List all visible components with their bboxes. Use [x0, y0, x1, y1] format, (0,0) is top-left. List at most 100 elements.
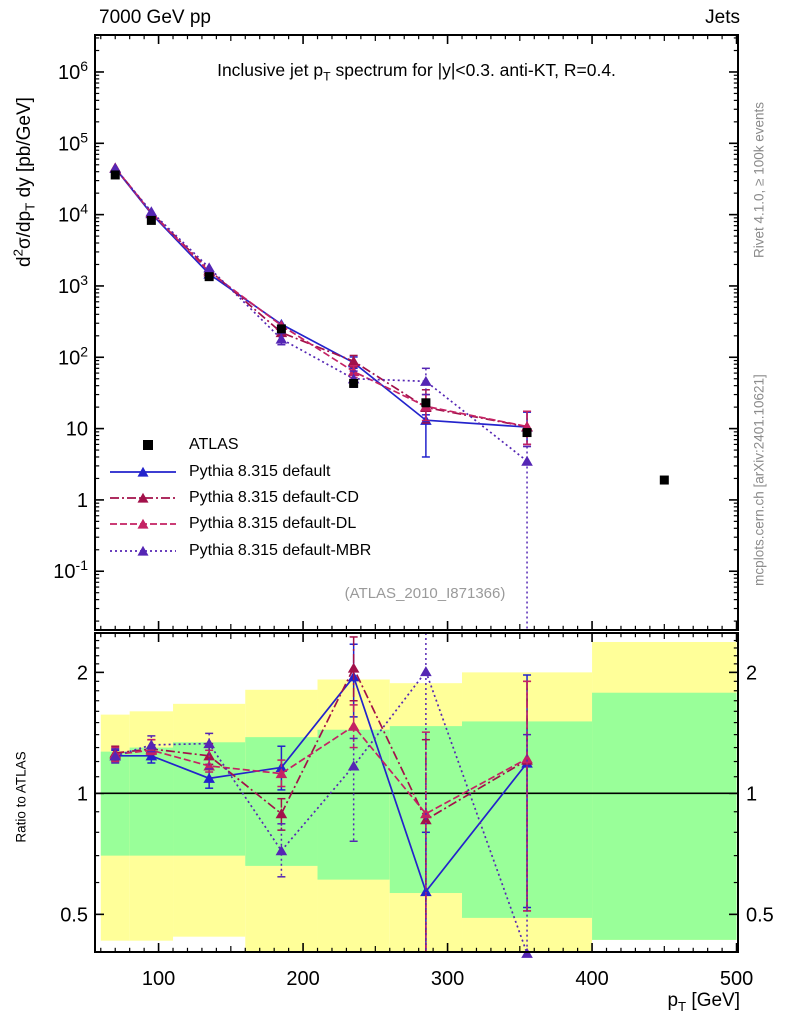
tick-exponent: 6 — [80, 58, 88, 74]
triangle-marker — [275, 768, 288, 779]
legend-triangle-marker — [137, 545, 149, 556]
legend-item-2: Pythia 8.315 default-CD — [108, 485, 371, 511]
green-band-bin — [592, 692, 737, 940]
green-band-bin — [129, 747, 174, 856]
legend-icon-canvas — [110, 492, 176, 503]
ratio-series-4 — [109, 633, 533, 958]
square-marker — [659, 475, 669, 485]
ylabel-part: dy [pb/GeV] — [13, 97, 35, 203]
main-series-line — [114, 167, 528, 428]
main-series-2 — [109, 162, 533, 446]
triangle-marker — [521, 455, 533, 466]
x-tick-label: 300 — [431, 968, 464, 990]
data-marker-icon — [108, 436, 180, 454]
ylabel-part: σ/dp — [13, 210, 35, 249]
triangle-marker — [145, 739, 158, 750]
main-series-3 — [109, 162, 533, 446]
legend-label: Pythia 8.315 default — [189, 462, 331, 480]
x-axis-label: pT [GeV] — [667, 990, 740, 1014]
x-tick-label: 400 — [575, 968, 608, 990]
main-series-1 — [109, 162, 533, 458]
beam-label: 7000 GeV pp — [99, 7, 211, 28]
square-marker — [110, 170, 120, 180]
legend-item-0: ATLAS — [108, 432, 371, 458]
triangle-marker — [420, 666, 432, 677]
series-style-icon — [108, 463, 180, 481]
plot-title-rest: spectrum for |y|<0.3. anti-KT, R=0.4. — [330, 60, 616, 80]
main-y-tick-label: 102 — [58, 343, 88, 369]
main-y-tick-label: 105 — [58, 129, 88, 155]
triangle-marker — [275, 808, 288, 819]
legend-icon-canvas — [110, 519, 176, 529]
triangle-marker — [420, 375, 432, 386]
reference-points-main — [110, 170, 669, 485]
ylabel-part: d — [13, 256, 35, 267]
ratio-panel-frame — [94, 632, 739, 953]
tick-exponent: 2 — [80, 343, 88, 359]
tick-exponent: 4 — [80, 201, 88, 217]
legend-triangle-marker — [137, 492, 149, 503]
main-panel-frame — [94, 34, 739, 631]
ylabel-exp: 2 — [10, 248, 26, 257]
main-series-clipped — [114, 167, 532, 446]
tick-mantissa: 10 — [58, 205, 80, 227]
ratio-y-tick-label-right: 1 — [746, 783, 757, 805]
main-y-tick-label: 106 — [58, 58, 88, 84]
legend-label: Pythia 8.315 default-DL — [189, 515, 357, 533]
series-style-icon — [108, 515, 180, 533]
tick-mantissa: 10 — [53, 561, 75, 583]
triangle-marker — [347, 760, 360, 771]
triangle-marker — [275, 333, 288, 344]
ratio-uncertainty-bands — [100, 642, 737, 952]
x-tick-label: 200 — [286, 968, 319, 990]
legend-square-marker — [143, 440, 153, 451]
main-y-tick-label: 103 — [58, 272, 88, 298]
main-series-line — [114, 167, 528, 462]
tick-mantissa: 10 — [58, 133, 80, 155]
legend-icon-canvas — [110, 545, 176, 556]
ratio-y-tick-label-left: 1 — [77, 783, 88, 805]
plot-title: Inclusive jet pT spectrum for |y|<0.3. a… — [95, 60, 738, 84]
square-marker — [349, 378, 359, 388]
legend: ATLAS Pythia 8.315 default Pythia 8.315 de… — [108, 432, 371, 564]
triangle-marker — [203, 772, 215, 783]
green-band-bin — [100, 751, 130, 856]
legend-label: Pythia 8.315 default-CD — [189, 488, 359, 506]
legend-icon-canvas — [110, 466, 176, 477]
square-marker — [276, 324, 286, 334]
ratio-y-tick-label-left: 0.5 — [60, 904, 88, 926]
main-series-line — [114, 167, 528, 428]
triangle-marker — [521, 753, 533, 764]
triangle-marker — [203, 738, 215, 749]
legend-item-3: Pythia 8.315 default-DL — [108, 511, 371, 537]
x-tick-label: 100 — [142, 968, 175, 990]
legend-label: ATLAS — [189, 436, 239, 454]
tick-exponent: 3 — [80, 272, 88, 288]
main-series-clipped — [114, 167, 532, 446]
tick-mantissa: 10 — [58, 347, 80, 369]
legend-triangle-marker — [137, 466, 149, 477]
square-marker — [204, 272, 214, 282]
xlabel-sub: T — [678, 998, 687, 1014]
ratio-y-tick-label-right: 0.5 — [746, 904, 774, 926]
ratio-y-tick-label-left: 2 — [77, 662, 88, 684]
triangle-marker — [109, 750, 122, 761]
triangle-marker — [109, 162, 122, 173]
ratio-y-axis-label: Ratio to ATLAS — [13, 751, 29, 843]
legend-label: Pythia 8.315 default-MBR — [189, 541, 372, 559]
tick-mantissa: 10 — [58, 276, 80, 298]
triangle-marker — [203, 760, 215, 771]
series-style-icon — [108, 489, 180, 507]
analysis-id-watermark: (ATLAS_2010_I871366) — [344, 585, 506, 602]
tick-mantissa: 10 — [58, 62, 80, 84]
series-style-icon — [108, 542, 180, 560]
legend-item-1: Pythia 8.315 default — [108, 458, 371, 484]
triangle-marker — [420, 886, 432, 897]
triangle-marker — [347, 720, 360, 731]
legend-item-4: Pythia 8.315 default-MBR — [108, 538, 371, 564]
triangle-marker — [203, 262, 215, 273]
plot-title-text: Inclusive jet p — [217, 60, 324, 80]
legend-icon-canvas — [143, 440, 153, 451]
